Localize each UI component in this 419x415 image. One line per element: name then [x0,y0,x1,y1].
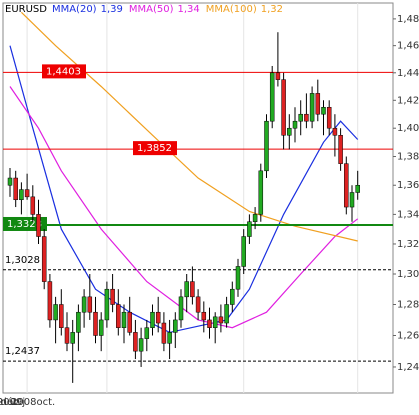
candle-body [207,319,212,328]
legend-value: 1,39 [101,4,123,15]
moving-average [20,11,358,242]
candle-body [321,106,326,115]
candle-body [104,288,110,321]
level-box [133,141,177,156]
candle-body [264,120,269,172]
level-label: 1,2437 [5,346,40,357]
plot-frame [2,2,394,394]
candle-body [64,327,70,344]
candle-body [47,281,53,321]
candle-body [212,316,218,328]
y-tick-label: 1,28 [397,300,419,311]
y-tick-label: 1,42 [397,95,419,106]
level-label: 1,4403 [46,66,81,77]
candle-body [241,236,246,267]
x-tick-label: déc. [0,396,21,408]
candle-body [161,322,167,344]
candle-body [218,316,224,324]
legend-symbol: EURUSD [5,4,47,15]
candle-body [258,170,264,215]
candle-body [127,311,132,333]
level-label: 1,3328 [7,219,42,230]
x-tick-label: 2009j [0,397,25,408]
candle-body [315,93,321,115]
candle-body [281,79,286,136]
candle-body [195,296,201,313]
candle-body [344,163,349,208]
candle-body [81,296,87,313]
candle-body [24,189,30,198]
y-tick-label: 1,44 [397,68,419,79]
candle-body [355,184,360,193]
y-tick-label: 1,46 [397,41,419,52]
candle-body [235,266,241,290]
candle-body [121,311,127,328]
candle-body [53,304,58,321]
candle-body [133,332,138,352]
candle-body [178,296,184,321]
candle-body [59,304,64,328]
candle-body [230,288,235,305]
candle-body [138,338,144,352]
legend-value: 1,34 [177,4,199,15]
y-tick-label: 1,26 [397,330,419,341]
candle-body [110,288,115,305]
y-tick-label: 1,34 [397,209,419,220]
candle-body [224,304,229,324]
candle-body [173,319,178,333]
legend-entry: MMA(100) [206,4,257,15]
candle-body [41,236,47,282]
level-box [3,216,47,231]
candle-body [19,189,24,201]
y-tick-label: 1,30 [397,269,419,280]
candle-body [93,311,98,336]
y-tick-label: 1,32 [397,239,419,250]
moving-average [9,45,359,334]
x-tick-label: 2008oct. [11,397,55,408]
y-tick-label: 1,24 [397,362,419,373]
candle-body [30,196,36,215]
candle-body [298,113,303,122]
candle-body [252,214,258,222]
x-tick-label: nov. [1,397,22,408]
candle-body [349,192,355,208]
candle-body [167,332,172,344]
legend-entry: MMA(20) [52,4,97,15]
candle-body [269,72,275,122]
candle-body [7,177,13,186]
candle-body [70,332,75,344]
level-label: 1,3852 [137,143,172,154]
legend-entry: MMA(50) [129,4,174,15]
y-tick-label: 1,40 [397,123,419,134]
candle-body [247,221,252,237]
y-tick-label: 1,36 [397,180,419,191]
candle-body [304,113,309,122]
candle-body [144,327,150,339]
candle-body [292,120,298,129]
candle-body [184,281,189,298]
y-tick-label: 1,48 [397,14,419,25]
level-box [42,64,86,79]
candle-body [326,106,332,129]
candle-body [338,134,343,164]
candle-body [201,311,207,321]
candle-body [287,127,292,136]
candle-body [155,311,161,324]
candle-body [150,311,155,328]
candle-body [36,214,41,237]
candle-body [98,319,104,336]
candle-body [87,296,93,313]
candle-body [116,304,121,328]
level-label: 1,3028 [5,255,40,266]
candle-body [190,281,195,298]
candle-body [13,177,18,201]
y-tick-label: 1,38 [397,152,419,163]
candle-body [332,127,338,136]
legend-value: 1,32 [261,4,283,15]
candle-body [309,93,315,122]
candle-body [275,72,281,80]
candle-body [76,311,81,333]
